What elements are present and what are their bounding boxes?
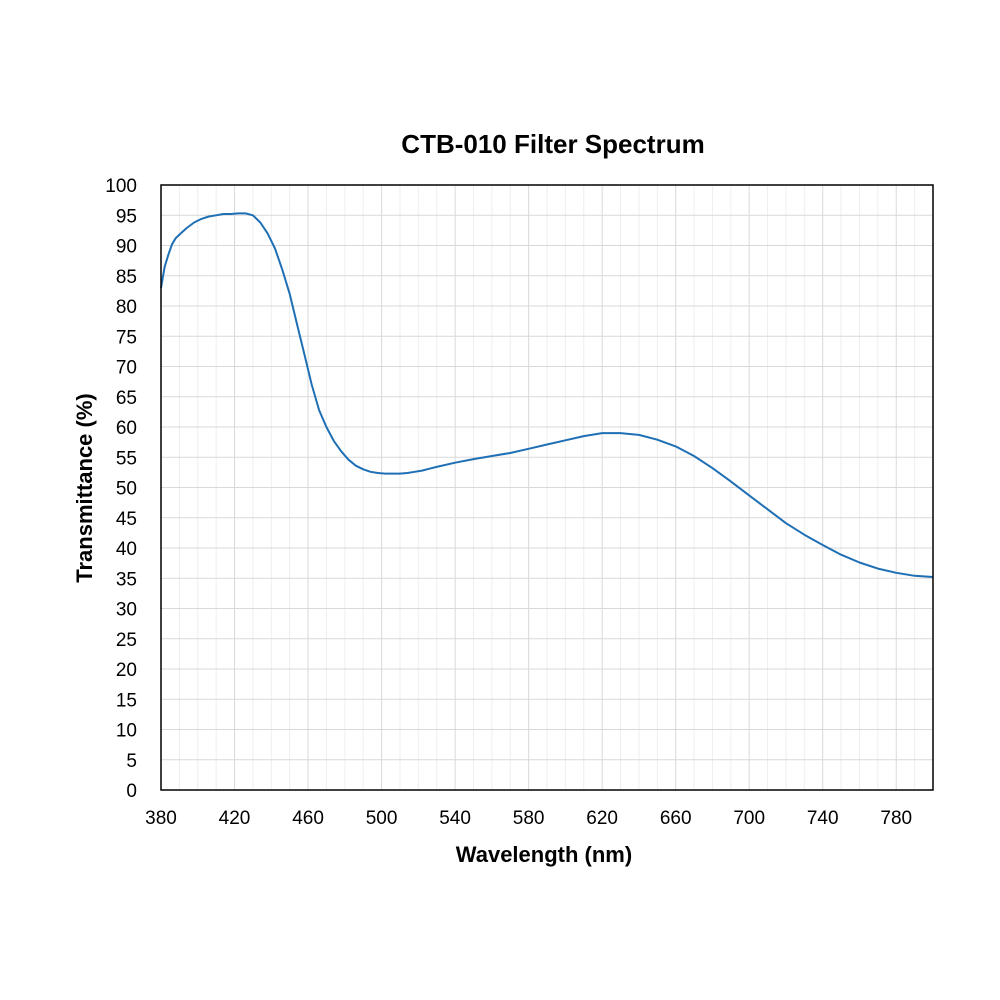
- y-tick-label: 70: [116, 358, 137, 379]
- x-tick-label: 380: [145, 808, 177, 829]
- y-tick-label: 85: [116, 267, 137, 288]
- y-tick-label: 100: [105, 176, 137, 197]
- y-axis-label: Transmittance (%): [72, 393, 97, 583]
- x-tick-label: 460: [292, 808, 324, 829]
- y-tick-label: 15: [116, 690, 137, 711]
- y-tick-label: 50: [116, 479, 137, 500]
- chart-title: CTB-010 Filter Spectrum: [401, 129, 704, 159]
- y-tick-labels: 0 5 10 15 20 25 30 35 40 45 50 55 60 65 70 75 80 85 90 95 10…: [105, 176, 137, 802]
- y-tick-label: 80: [116, 297, 137, 318]
- y-tick-label: 0: [126, 781, 137, 802]
- y-tick-label: 30: [116, 600, 137, 621]
- y-tick-label: 75: [116, 327, 137, 348]
- y-tick-label: 90: [116, 237, 137, 258]
- y-tick-label: 65: [116, 388, 137, 409]
- transmittance-series-line: [160, 212, 934, 578]
- y-tick-label: 55: [116, 448, 137, 469]
- x-tick-label: 540: [439, 808, 471, 829]
- x-tick-label: 740: [807, 808, 839, 829]
- x-tick-label: 620: [586, 808, 618, 829]
- x-tick-label: 700: [733, 808, 765, 829]
- y-tick-label: 5: [126, 751, 137, 772]
- y-tick-label: 40: [116, 539, 137, 560]
- x-tick-label: 420: [219, 808, 251, 829]
- y-tick-label: 10: [116, 721, 137, 742]
- x-tick-label: 580: [513, 808, 545, 829]
- x-tick-label: 500: [366, 808, 398, 829]
- series-layer: [160, 212, 934, 578]
- x-tick-label: 660: [660, 808, 692, 829]
- y-tick-label: 60: [116, 418, 137, 439]
- y-tick-label: 20: [116, 660, 137, 681]
- y-tick-label: 95: [116, 206, 137, 227]
- y-tick-label: 35: [116, 569, 137, 590]
- x-axis-label: Wavelength (nm): [456, 842, 632, 867]
- grid: [160, 184, 934, 791]
- y-tick-label: 25: [116, 630, 137, 651]
- x-tick-label: 780: [880, 808, 912, 829]
- x-tick-labels: 380 420 460 500 540 580 620 660 700 740 780: [145, 808, 912, 829]
- y-tick-label: 45: [116, 509, 137, 530]
- plot-frame: [160, 184, 934, 791]
